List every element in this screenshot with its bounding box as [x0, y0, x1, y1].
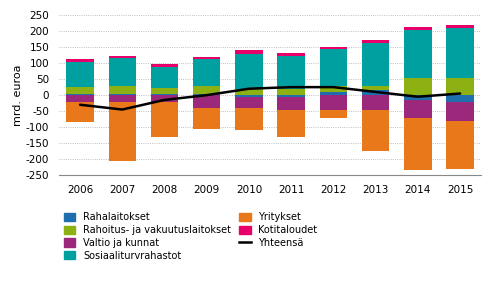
Bar — [320, 92, 347, 95]
Bar — [235, 95, 263, 97]
Bar — [109, 95, 136, 101]
Bar — [277, 110, 305, 137]
Bar — [277, 89, 305, 95]
Bar — [404, 30, 432, 78]
Bar — [320, 95, 347, 110]
Bar — [362, 40, 389, 43]
Bar — [109, 85, 136, 94]
Bar — [151, 64, 178, 67]
Bar — [235, 89, 263, 95]
Bar — [320, 49, 347, 86]
Bar — [277, 97, 305, 110]
Bar — [362, 110, 389, 151]
Bar — [193, 94, 220, 95]
Bar — [193, 95, 220, 108]
Bar — [151, 94, 178, 95]
Bar — [109, 56, 136, 58]
Bar — [109, 58, 136, 85]
Bar — [151, 67, 178, 88]
Bar — [404, 27, 432, 30]
Bar — [66, 87, 94, 94]
Bar — [66, 94, 94, 95]
Bar — [446, 121, 474, 169]
Bar — [277, 95, 305, 97]
Bar — [151, 101, 178, 137]
Bar — [109, 94, 136, 95]
Bar — [404, 78, 432, 95]
Bar — [193, 86, 220, 94]
Bar — [109, 101, 136, 161]
Bar — [446, 25, 474, 28]
Bar — [320, 110, 347, 117]
Bar — [404, 117, 432, 170]
Bar — [362, 86, 389, 90]
Bar — [235, 50, 263, 53]
Y-axis label: mrd. euroa: mrd. euroa — [13, 64, 23, 126]
Bar — [151, 95, 178, 101]
Bar — [235, 53, 263, 89]
Bar — [193, 59, 220, 86]
Bar — [446, 101, 474, 121]
Bar — [151, 88, 178, 94]
Legend: Rahalaitokset, Rahoitus- ja vakuutuslaitokset, Valtio ja kunnat, Sosiaaliturvrah: Rahalaitokset, Rahoitus- ja vakuutuslait… — [64, 212, 318, 261]
Bar — [404, 95, 432, 100]
Bar — [362, 90, 389, 95]
Bar — [277, 56, 305, 89]
Bar — [193, 108, 220, 129]
Bar — [277, 53, 305, 56]
Bar — [404, 100, 432, 117]
Bar — [66, 62, 94, 87]
Bar — [66, 59, 94, 62]
Bar — [235, 108, 263, 130]
Bar — [446, 28, 474, 78]
Bar — [362, 43, 389, 86]
Bar — [66, 101, 94, 122]
Bar — [320, 47, 347, 49]
Bar — [320, 86, 347, 92]
Bar — [235, 97, 263, 108]
Bar — [446, 95, 474, 101]
Bar — [446, 78, 474, 95]
Bar — [193, 57, 220, 59]
Bar — [66, 95, 94, 101]
Bar — [362, 95, 389, 110]
